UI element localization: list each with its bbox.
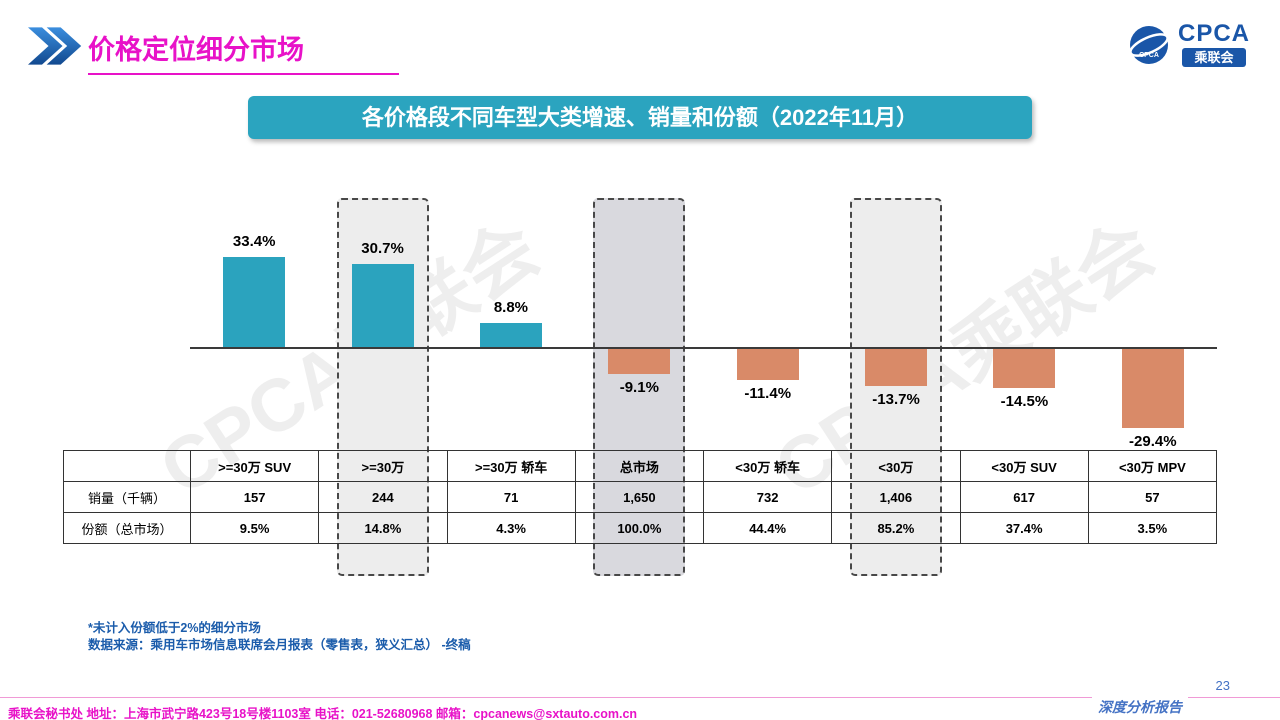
chevron-right-icon [28,27,82,65]
bar-value-label-6: -14.5% [1000,393,1049,411]
chart-bar-7 [1121,349,1184,429]
table-cell-1-4: 44.4% [702,512,833,544]
page-number: 23 [1215,678,1230,693]
chart-bar-2 [479,323,542,347]
page-title: 价格定位细分市场 [88,28,399,75]
chart-bar-4 [736,349,799,380]
table-cell-0-1: 244 [318,481,448,513]
chart-title-banner: 各价格段不同车型大类增速、销量和份额（2022年11月） [248,96,1032,139]
table-cell-0-3: 1,650 [574,481,705,513]
table-cell-1-7: 3.5% [1087,512,1218,544]
cpca-globe-icon: CPCA [1129,25,1169,64]
svg-text:CPCA: CPCA [1139,52,1159,59]
logo-text-block: CPCA 乘联会 [1178,22,1250,67]
table-col-header-1: >=30万 [318,450,448,482]
bar-chart: 33.4% 30.7% 8.8% -9.1% -11.4% -13.7% -14.5% -29… [63,195,1217,450]
table-corner-cell [63,450,191,482]
chart-bar-5 [865,349,928,386]
table-col-header-7: <30万 MPV [1087,450,1218,482]
bar-value-label-3: -9.1% [619,378,659,396]
table-cell-1-3: 100.0% [574,512,705,544]
footnote-line-1: *未计入份额低于2%的细分市场 [88,621,261,635]
table-row-1: 份额（总市场） 9.5% 14.8% 4.3% 100.0% 44.4% 85.2% 37.4… [63,512,1218,544]
bar-value-label-5: -13.7% [872,390,920,408]
table-cell-1-2: 4.3% [446,512,576,544]
report-type-label: 深度分析报告 [1092,697,1188,717]
table-body: >=30万 SUV >=30万 >=30万 轿车 总市场 <30万 轿车 <30万 <30万… [63,450,1218,544]
cpca-logo: CPCA CPCA 乘联会 [1127,22,1250,67]
zero-axis-line [190,347,1217,349]
table-col-header-3: 总市场 [574,450,705,482]
bar-value-label-7: -29.4% [1129,433,1177,451]
footnote-line-2: 数据来源：乘用车市场信息联席会月报表（零售表，狭义汇总） -终稿 [88,638,471,652]
chart-bar-0 [223,256,286,347]
table-col-header-0: >=30万 SUV [189,450,320,482]
footer-contact-text: 乘联会秘书处 地址：上海市武宁路423号18号楼1103室 电话：021-526… [8,707,638,720]
footer-divider-line [0,697,1280,698]
table-col-header-6: <30万 SUV [959,450,1089,482]
data-table: >=30万 SUV >=30万 >=30万 轿车 总市场 <30万 轿车 <30万 <30万… [63,450,1218,544]
table-col-header-2: >=30万 轿车 [446,450,576,482]
bar-value-label-2: 8.8% [493,299,529,317]
table-cell-1-0: 9.5% [189,512,320,544]
bar-value-label-4: -11.4% [744,384,792,402]
table-col-header-5: <30万 [831,450,961,482]
table-cell-1-1: 14.8% [318,512,448,544]
logo-sub-text: 乘联会 [1182,48,1246,67]
table-cell-0-0: 157 [189,481,320,513]
table-cell-0-7: 57 [1087,481,1218,513]
table-cell-1-6: 37.4% [959,512,1089,544]
table-cell-0-2: 71 [446,481,576,513]
logo-cpca-text: CPCA [1177,20,1250,47]
footnotes: *未计入份额低于2%的细分市场 数据来源：乘用车市场信息联席会月报表（零售表，狭… [88,620,471,654]
chart-bar-3 [608,349,671,374]
table-cell-0-6: 617 [959,481,1089,513]
chart-bar-1 [351,264,414,347]
chart-bar-6 [993,349,1056,389]
table-header-row: >=30万 SUV >=30万 >=30万 轿车 总市场 <30万 轿车 <30万 <30万… [63,450,1218,482]
table-row-label-1: 份额（总市场） [63,512,191,544]
table-col-header-4: <30万 轿车 [702,450,833,482]
table-cell-1-5: 85.2% [831,512,961,544]
table-cell-0-4: 732 [702,481,833,513]
bar-value-label-0: 33.4% [232,232,276,250]
bar-value-label-1: 30.7% [361,240,404,258]
table-row-0: 销量（千辆） 157 244 71 1,650 732 1,406 617 57 [63,481,1218,513]
table-cell-0-5: 1,406 [831,481,961,513]
table-row-label-0: 销量（千辆） [63,481,191,513]
